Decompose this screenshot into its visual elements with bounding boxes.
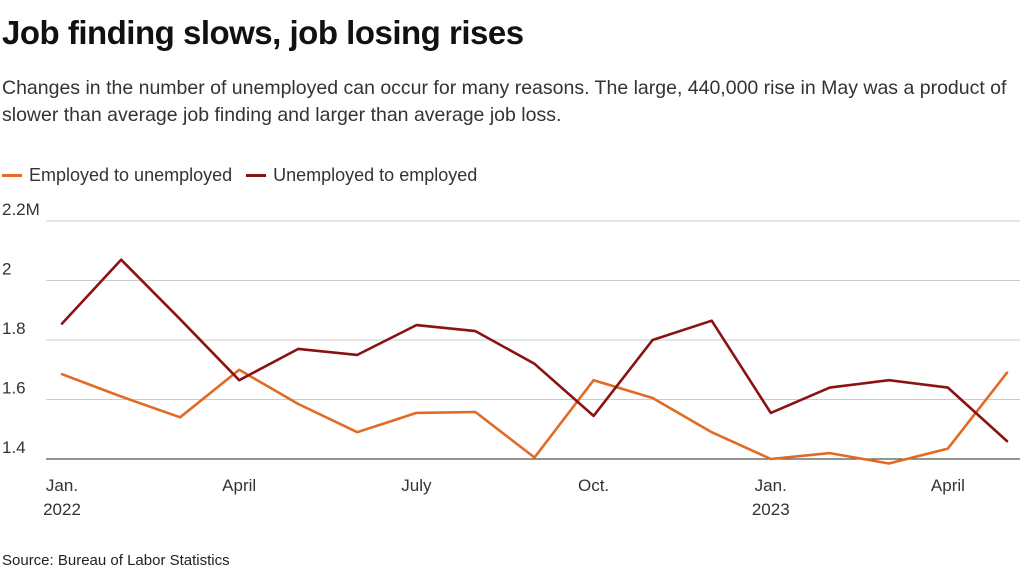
y-tick-label-3: 2: [2, 260, 11, 279]
y-tick-label-1: 1.6: [2, 379, 26, 398]
x-tick-label-1: April: [222, 476, 256, 495]
legend-swatch-employed-to-unemployed: [2, 173, 22, 177]
source-note: Source: Bureau of Labor Statistics: [2, 552, 230, 569]
chart-legend: Employed to unemployed Unemployed to emp…: [2, 163, 491, 187]
y-tick-label-2: 1.8: [2, 319, 26, 338]
legend-item-unemployed-to-employed: Unemployed to employed: [246, 165, 477, 186]
x-tick-year-label-4: 2023: [752, 500, 790, 519]
series-line-employed-to-unemployed: [60, 368, 1009, 465]
chart-title: Job finding slows, job losing rises: [2, 14, 524, 51]
x-tick-label-2: July: [401, 476, 432, 495]
legend-swatch-unemployed-to-employed: [246, 173, 267, 177]
series-line-unemployed-to-employed: [60, 258, 1009, 443]
legend-item-employed-to-unemployed: Employed to unemployed: [2, 165, 232, 186]
x-tick-label-0: Jan.: [46, 476, 78, 495]
y-tick-label-4: 2.2M: [2, 200, 40, 219]
x-tick-label-3: Oct.: [578, 476, 609, 495]
legend-label-employed-to-unemployed: Employed to unemployed: [29, 164, 233, 185]
legend-label-unemployed-to-employed: Unemployed to employed: [273, 164, 478, 185]
chart-subtitle: Changes in the number of unemployed can …: [2, 77, 1007, 126]
x-tick-label-5: April: [931, 476, 965, 495]
y-tick-label-0: 1.4: [2, 438, 26, 457]
x-tick-year-label-0: 2022: [43, 500, 81, 519]
x-tick-label-4: Jan.: [755, 476, 787, 495]
